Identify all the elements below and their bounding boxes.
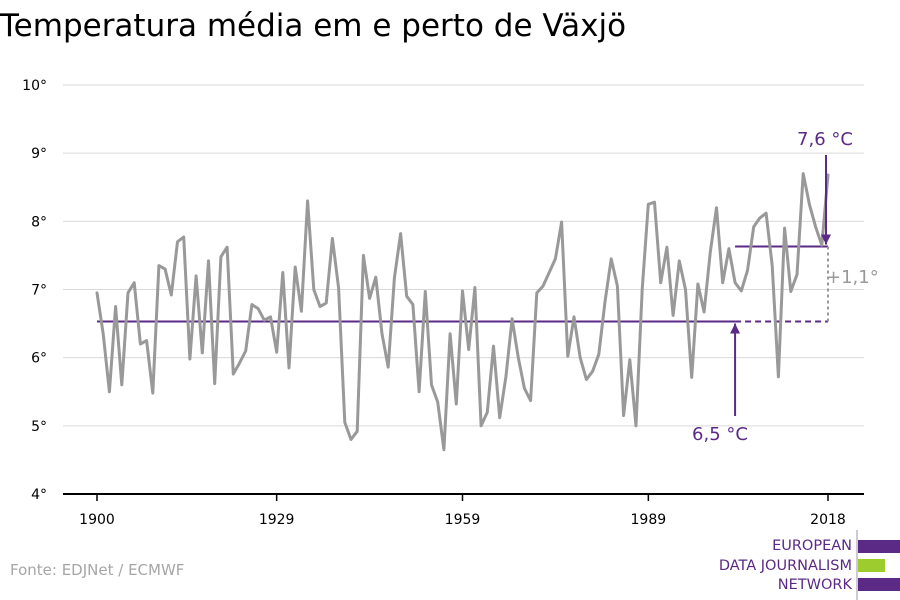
temperature-series-line-0 bbox=[95, 172, 830, 452]
x-tick-label-1929: 1929 bbox=[259, 512, 295, 528]
edjnet-logo: EUROPEAN DATA JOURNALISM NETWORK bbox=[700, 530, 900, 600]
x-axis: 1900 1929 1959 1989 2018 bbox=[63, 493, 864, 528]
y-axis-tick-labels: 4° 5° 6° 7° 8° 9° 10° bbox=[22, 78, 47, 503]
baseline-value-label: 6,5 °C bbox=[692, 424, 748, 445]
annotations: 6,5 °C 7,6 °C +1,1° bbox=[692, 129, 879, 445]
y-tick-label-5: 5° bbox=[31, 419, 47, 435]
series-layer bbox=[95, 172, 830, 452]
logo-bar-purple-bottom bbox=[858, 578, 900, 591]
y-tick-label-10: 10° bbox=[22, 78, 47, 94]
x-tick-label-1900: 1900 bbox=[79, 512, 115, 528]
y-tick-label-7: 7° bbox=[31, 283, 47, 299]
y-tick-label-9: 9° bbox=[31, 146, 47, 162]
y-tick-label-6: 6° bbox=[31, 351, 47, 367]
logo-divider bbox=[856, 530, 858, 600]
recent-value-label: 7,6 °C bbox=[797, 129, 853, 150]
chart-title: Temperatura média em e perto de Växjö bbox=[0, 8, 627, 44]
x-tick-label-1989: 1989 bbox=[631, 512, 667, 528]
logo-bar-green bbox=[858, 559, 885, 572]
y-tick-label-8: 8° bbox=[31, 214, 47, 230]
baseline-arrow-head bbox=[730, 323, 741, 334]
logo-line-european: EUROPEAN bbox=[772, 538, 852, 554]
recent-arrow-head bbox=[821, 234, 831, 245]
logo-line-data-journalism: DATA JOURNALISM bbox=[718, 558, 852, 574]
logo-bar-purple-top bbox=[858, 540, 900, 553]
y-tick-label-4: 4° bbox=[31, 487, 47, 503]
logo-line-network: NETWORK bbox=[777, 577, 852, 593]
difference-label: +1,1° bbox=[826, 267, 879, 288]
x-tick-label-1959: 1959 bbox=[445, 512, 481, 528]
source-credit: Fonte: EDJNet / ECMWF bbox=[10, 561, 185, 579]
x-tick-label-2018: 2018 bbox=[810, 512, 846, 528]
